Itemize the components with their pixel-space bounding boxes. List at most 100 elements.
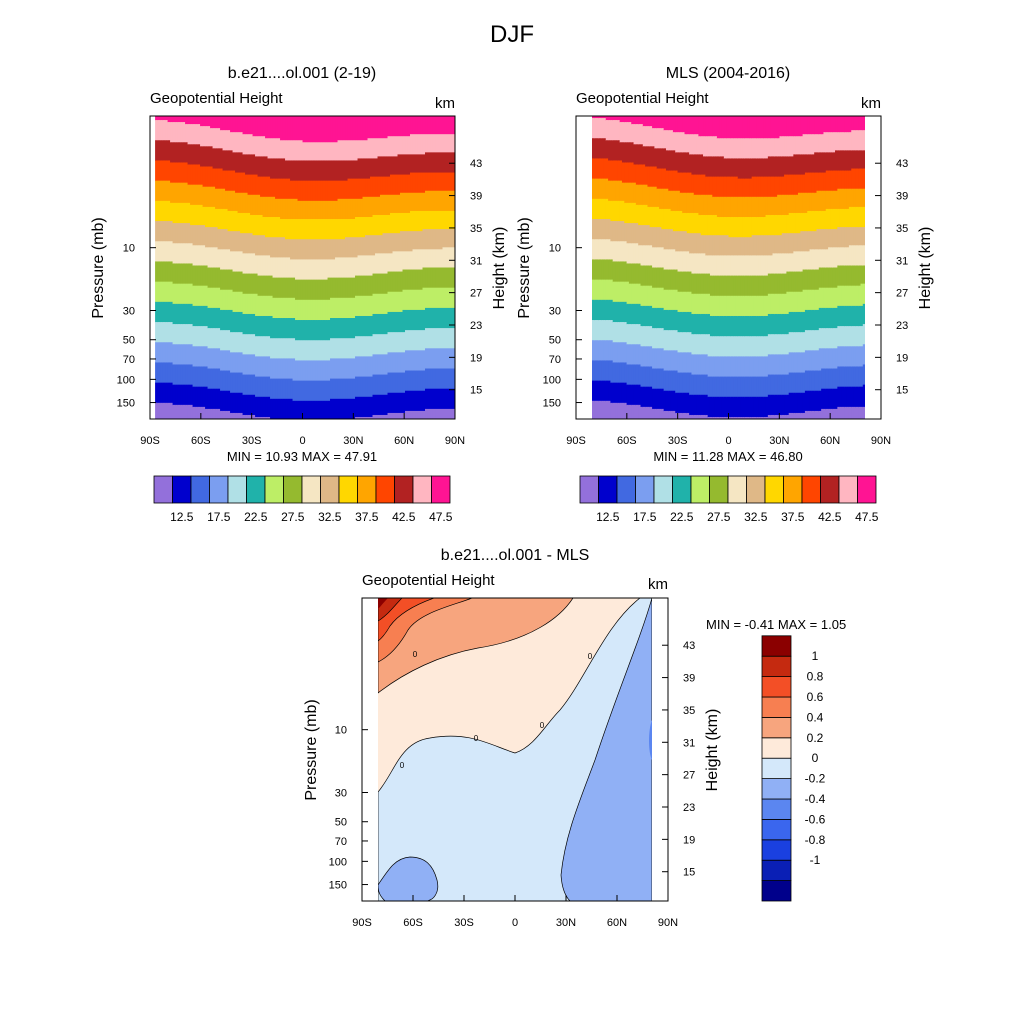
y-tick-label-height: 35 — [896, 223, 908, 235]
contour-band-cell — [260, 396, 264, 418]
contour-band-cell — [295, 299, 299, 321]
contour-band-cell — [770, 394, 774, 416]
contour-band-cell — [415, 269, 419, 291]
contour-band-cell — [763, 158, 767, 178]
contour-band-cell — [865, 169, 868, 190]
colorbar-label: -0.8 — [805, 833, 826, 847]
contour-band-cell — [210, 388, 214, 410]
contour-band-cell — [807, 390, 811, 412]
contour-band-cell — [721, 336, 725, 357]
contour-band-cell — [390, 332, 394, 353]
contour-band-cell — [397, 251, 401, 273]
contour-band-cell — [197, 245, 201, 267]
contour-band-cell — [170, 142, 174, 164]
contour-band-cell — [417, 390, 421, 412]
contour-band-cell — [292, 338, 296, 359]
contour-band-cell — [180, 263, 184, 285]
contour-band-cell — [400, 212, 404, 232]
contour-band-cell — [797, 233, 801, 252]
contour-band-cell — [235, 271, 239, 293]
contour-band-cell — [365, 396, 369, 418]
contour-band-cell — [723, 376, 727, 398]
contour-band-cell — [772, 156, 776, 178]
contour-band-cell — [779, 414, 783, 419]
contour-band-cell — [252, 394, 256, 416]
contour-band-cell — [190, 184, 194, 206]
contour-band-cell — [832, 229, 836, 248]
contour-band-cell — [395, 174, 399, 196]
contour-band-cell — [635, 263, 639, 285]
contour-band-cell — [621, 261, 625, 283]
contour-band-cell — [841, 366, 845, 388]
contour-band-cell — [435, 388, 439, 410]
contour-band-cell — [307, 219, 311, 240]
contour-band-cell — [407, 116, 411, 137]
colorbar-swatch — [761, 819, 792, 841]
contour-band-cell — [626, 182, 630, 204]
contour-band-cell — [282, 198, 286, 220]
contour-band-cell — [659, 188, 662, 210]
contour-band-cell — [851, 326, 855, 347]
contour-band-cell — [330, 259, 334, 279]
contour-band-cell — [788, 116, 792, 137]
contour-band-cell — [696, 154, 699, 176]
contour-band-cell — [250, 214, 254, 234]
contour-band-cell — [275, 378, 279, 400]
contour-band-cell — [670, 170, 674, 192]
contour-band-cell — [705, 194, 709, 216]
contour-band-cell — [749, 138, 753, 160]
contour-band-cell — [721, 116, 725, 139]
contour-band-cell — [865, 284, 868, 305]
contour-band-cell — [450, 116, 454, 135]
contour-band-cell — [165, 382, 169, 404]
contour-band-cell — [781, 156, 785, 178]
contour-band-cell — [285, 318, 289, 339]
contour-band-cell — [677, 152, 681, 174]
contour-band-cell — [280, 198, 284, 220]
contour-band-cell — [352, 140, 356, 162]
contour-band-cell — [784, 273, 787, 295]
contour-band-cell — [770, 414, 774, 419]
contour-band-cell — [405, 390, 409, 412]
contour-band-cell — [601, 380, 605, 402]
colorbar-swatch — [190, 475, 210, 504]
contour-band-cell — [325, 259, 329, 281]
contour-band-cell — [222, 410, 226, 419]
contour-band-cell — [862, 324, 865, 345]
contour-band-cell — [435, 307, 439, 329]
contour-band-cell — [240, 291, 244, 313]
contour-band-cell — [839, 305, 843, 327]
contour-band-cell — [392, 372, 396, 394]
contour-band-cell — [370, 295, 374, 317]
contour-band-cell — [257, 116, 261, 137]
contour-band-cell — [804, 370, 808, 392]
contour-band-cell — [837, 265, 841, 287]
contour-band-cell — [382, 253, 386, 275]
contour-band-cell — [760, 235, 764, 256]
contour-band-cell — [818, 370, 822, 392]
contour-band-cell — [392, 136, 396, 157]
contour-band-cell — [781, 334, 785, 355]
contour-band-cell — [367, 356, 371, 378]
contour-band-cell — [255, 336, 259, 357]
contour-band-cell — [592, 138, 595, 160]
contour-band-cell — [360, 416, 364, 419]
contour-band-cell — [598, 116, 602, 119]
contour-band-cell — [716, 235, 720, 256]
contour-band-cell — [440, 307, 444, 329]
contour-band-cell — [714, 156, 718, 178]
contour-band-cell — [781, 374, 785, 396]
contour-band-cell — [712, 356, 716, 378]
contour-band-cell — [415, 192, 419, 212]
x-tick-label: 90S — [140, 435, 160, 447]
contour-band-cell — [295, 140, 299, 162]
contour-band-cell — [659, 148, 662, 170]
contour-band-cell — [628, 116, 632, 123]
contour-band-cell — [245, 233, 249, 254]
contour-band-cell — [802, 289, 806, 313]
contour-band-cell — [422, 390, 426, 412]
contour-band-cell — [818, 134, 822, 153]
contour-band-cell — [380, 253, 384, 275]
contour-band-cell — [412, 269, 416, 291]
contour-band-cell — [375, 374, 379, 396]
